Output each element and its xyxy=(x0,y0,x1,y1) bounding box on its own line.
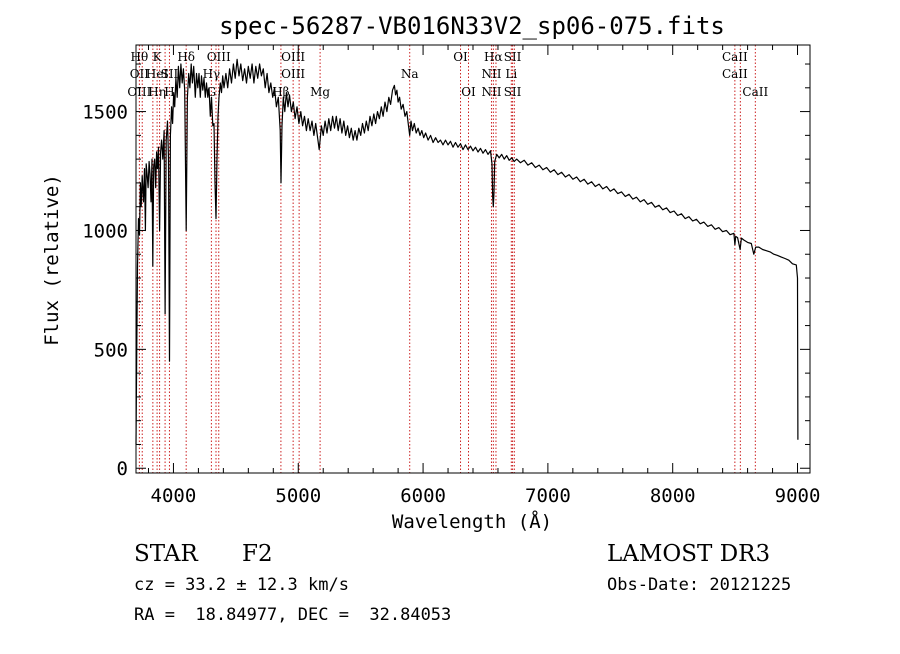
x-tick-label: 7000 xyxy=(525,485,571,507)
line-label: OI xyxy=(453,50,468,64)
object-class: STAR xyxy=(134,541,198,567)
line-label: K xyxy=(153,50,163,64)
y-axis-ticks: 0 500 1000 1500 xyxy=(82,63,810,480)
line-label: G xyxy=(207,85,217,99)
y-axis-label: Flux (relative) xyxy=(41,174,63,346)
y-tick-label: 500 xyxy=(94,339,128,361)
x-tick-label: 6000 xyxy=(400,485,446,507)
redshift-cz: cz = 33.2 ± 12.3 km/s xyxy=(134,575,349,595)
y-tick-label: 1000 xyxy=(82,220,128,242)
object-subclass: F2 xyxy=(242,541,273,567)
y-tick-label: 1500 xyxy=(82,102,128,124)
x-tick-label: 5000 xyxy=(275,485,321,507)
line-label: NII xyxy=(481,67,501,81)
line-label: Na xyxy=(401,67,419,81)
line-label: Hα xyxy=(484,50,503,64)
line-label: Hθ xyxy=(131,50,149,64)
series-layer xyxy=(135,58,799,445)
line-label: Hγ xyxy=(203,67,221,81)
x-axis-label: Wavelength (Å) xyxy=(392,510,552,533)
line-label: OI xyxy=(461,85,476,99)
survey-name: LAMOST DR3 xyxy=(607,541,770,567)
line-label: Mg xyxy=(310,85,330,99)
x-tick-label: 8000 xyxy=(650,485,696,507)
line-label: SII xyxy=(161,67,179,81)
spectral-line-labels: Hθ OII OIII K HeI Hη SII H Hδ Hγ G OIII Hβ OIII OIII Mg… xyxy=(127,50,768,99)
x-tick-label: 9000 xyxy=(775,485,821,507)
line-label: CaII xyxy=(742,85,768,99)
line-label: Hη xyxy=(148,85,166,99)
line-label: Hβ xyxy=(272,85,289,99)
spectral-line-markers xyxy=(138,45,756,473)
line-label: Li xyxy=(505,67,517,81)
line-label: NII xyxy=(481,85,501,99)
line-label: HeI xyxy=(146,67,169,81)
x-axis-ticks: 4000 5000 6000 7000 8000 9000 xyxy=(147,45,821,507)
line-label: SII xyxy=(504,85,522,99)
line-label: OIII xyxy=(281,50,305,64)
coordinates: RA = 18.84977, DEC = 32.84053 xyxy=(134,605,451,625)
chart-title: spec-56287-VB016N33V2_sp06-075.fits xyxy=(219,12,725,40)
series-spectrum xyxy=(135,58,799,445)
observation-date: Obs-Date: 20121225 xyxy=(607,575,791,595)
x-tick-label: 4000 xyxy=(151,485,197,507)
line-label: OII xyxy=(130,67,150,81)
plot-frame xyxy=(135,44,811,474)
line-label: Hδ xyxy=(177,50,195,64)
y-tick-label: 0 xyxy=(117,458,128,480)
line-label: SII xyxy=(504,50,522,64)
line-label: CaII xyxy=(722,67,748,81)
line-label: OIII xyxy=(127,85,151,99)
line-label: H xyxy=(164,85,174,99)
line-label: OIII xyxy=(207,50,231,64)
line-label: CaII xyxy=(722,50,748,64)
line-label: OIII xyxy=(281,67,305,81)
